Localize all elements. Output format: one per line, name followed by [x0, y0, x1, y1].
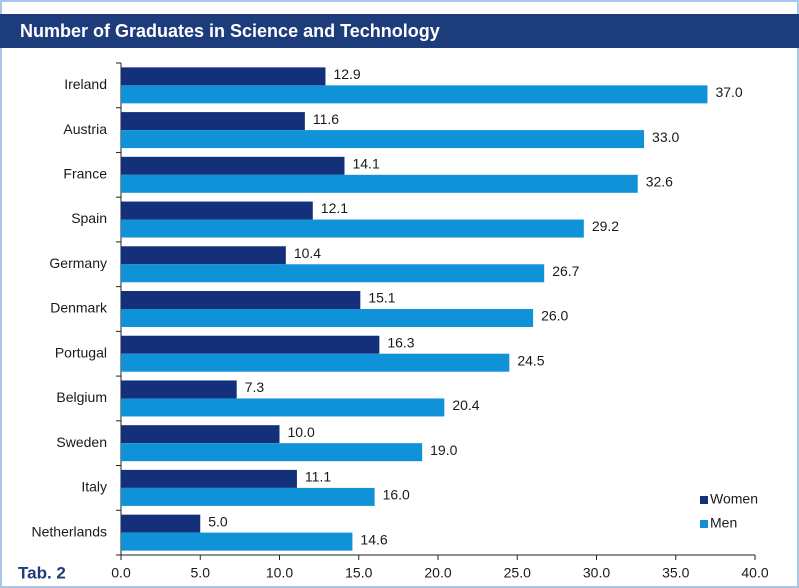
y-tick-label: Germany [49, 255, 107, 271]
x-tick-label: 40.0 [741, 565, 768, 581]
value-label: 14.1 [352, 156, 379, 172]
y-tick-label: Portugal [55, 344, 107, 360]
bar [121, 156, 345, 175]
value-label: 12.1 [321, 200, 348, 216]
bar [121, 469, 297, 488]
value-label: 26.0 [541, 308, 568, 324]
bar [121, 353, 510, 372]
value-label: 19.0 [430, 442, 457, 458]
value-label: 5.0 [208, 513, 228, 529]
bar [121, 85, 708, 104]
value-label: 16.3 [387, 334, 414, 350]
x-tick-label: 30.0 [583, 565, 610, 581]
legend-label: Women [710, 491, 758, 507]
x-tick-label: 0.0 [111, 565, 131, 581]
y-tick-label: Netherlands [32, 523, 108, 539]
value-label: 12.9 [333, 66, 360, 82]
y-tick-label: Belgium [56, 389, 107, 405]
bar [121, 67, 326, 86]
bar [121, 309, 534, 327]
x-tick-label: 20.0 [424, 565, 451, 581]
bar [121, 398, 445, 417]
bar [121, 130, 645, 149]
bar [121, 487, 375, 506]
bar [121, 532, 353, 551]
value-label: 24.5 [517, 352, 544, 368]
legend-swatch [700, 496, 708, 504]
value-label: 14.6 [360, 531, 387, 547]
x-tick-label: 35.0 [662, 565, 689, 581]
legend-label: Men [710, 515, 737, 531]
value-label: 15.1 [368, 290, 395, 306]
value-label: 37.0 [715, 84, 742, 100]
bar [121, 425, 280, 444]
y-tick-label: Italy [81, 479, 107, 495]
bar [121, 335, 380, 354]
y-tick-label: France [63, 166, 107, 182]
value-label: 20.4 [452, 397, 479, 413]
y-tick-label: Austria [63, 121, 107, 137]
value-label: 10.4 [294, 245, 321, 261]
value-label: 26.7 [552, 263, 579, 279]
value-label: 7.3 [245, 379, 265, 395]
y-tick-label: Denmark [50, 300, 108, 316]
x-tick-label: 25.0 [504, 565, 531, 581]
y-tick-label: Ireland [64, 76, 107, 92]
bar [121, 380, 237, 399]
title-bar [0, 14, 799, 48]
value-label: 32.6 [646, 174, 673, 190]
legend-swatch [700, 520, 708, 528]
bar [121, 246, 286, 265]
bar [121, 174, 638, 193]
x-tick-label: 5.0 [191, 565, 211, 581]
y-tick-label: Spain [71, 210, 107, 226]
bar [121, 264, 545, 283]
chart-title: Number of Graduates in Science and Techn… [20, 21, 440, 41]
value-label: 11.1 [305, 469, 331, 485]
bar [121, 514, 201, 533]
x-tick-label: 10.0 [266, 565, 293, 581]
value-label: 33.0 [652, 129, 679, 145]
value-label: 16.0 [383, 487, 410, 503]
x-tick-label: 15.0 [345, 565, 372, 581]
y-tick-label: Sweden [56, 434, 107, 450]
value-label: 29.2 [592, 218, 619, 234]
bar [121, 219, 584, 238]
bar [121, 443, 423, 462]
bar [121, 201, 313, 220]
value-label: 11.6 [313, 111, 339, 127]
value-label: 10.0 [288, 424, 315, 440]
bar [121, 112, 305, 131]
bar [121, 291, 361, 309]
footnote: Tab. 2 [18, 563, 66, 582]
